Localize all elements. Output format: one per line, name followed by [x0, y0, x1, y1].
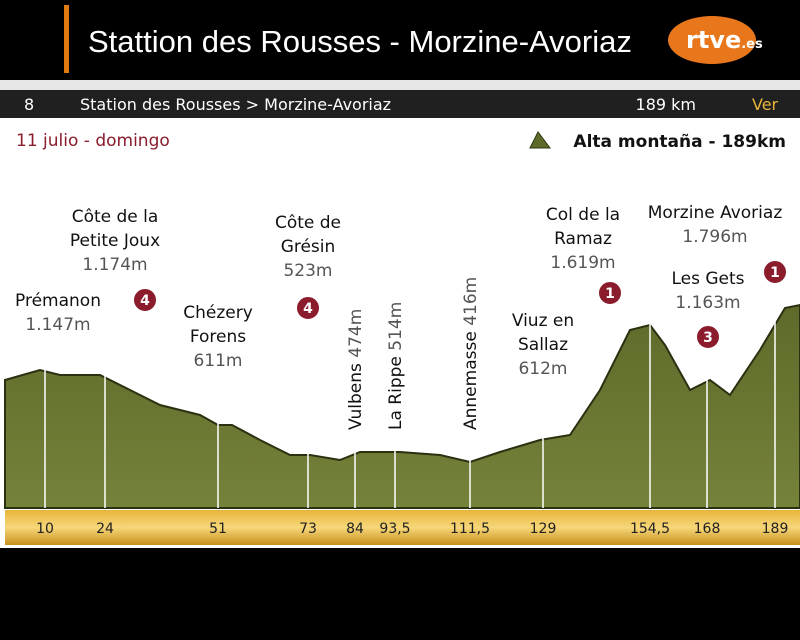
point-label: Annemasse 416m	[461, 277, 481, 430]
point-name: Les Gets	[671, 269, 744, 289]
point-label: Vulbens 474m	[346, 309, 366, 430]
point-altitude: 514m	[386, 302, 406, 351]
km-label: 93,5	[379, 521, 410, 537]
route: Station des Rousses > Morzine-Avoriaz	[80, 95, 391, 114]
point-name: Forens	[190, 327, 246, 347]
logo-badge	[668, 16, 756, 64]
header-title: Stattion des Rousses - Morzine-Avoriaz	[88, 24, 632, 59]
km-label: 84	[346, 521, 364, 537]
km-label: 51	[209, 521, 227, 537]
points: Prémanon 1.147m 10 Côte de la Petite Joux 1.1…	[15, 203, 788, 537]
legend-icon	[529, 131, 551, 149]
point-name: Côte de la	[72, 207, 159, 227]
point-name: Grésin	[281, 237, 336, 257]
km-label: 24	[96, 521, 114, 537]
point-altitude: 612m	[518, 359, 567, 379]
point-name: Côte de	[275, 213, 341, 233]
km-band	[5, 510, 800, 545]
point-altitude: 1.619m	[550, 253, 615, 273]
point-name: La Rippe	[386, 356, 406, 430]
point-name: Prémanon	[15, 291, 101, 311]
point-name: Morzine Avoriaz	[648, 203, 783, 223]
point-altitude: 523m	[283, 261, 332, 281]
point-altitude: 1.163m	[675, 293, 740, 313]
leader-line	[105, 300, 126, 351]
point-name: Ramaz	[554, 229, 612, 249]
km-label: 154,5	[630, 521, 670, 537]
category-badge	[695, 324, 721, 350]
category-badge	[295, 295, 321, 321]
date: 11 julio - domingo	[16, 131, 170, 151]
category-badge	[132, 287, 158, 313]
distance: 189 km	[636, 95, 696, 114]
stage-number: 8	[24, 95, 34, 114]
category: 4	[303, 301, 313, 317]
point-altitude: 611m	[193, 351, 242, 371]
category-badge	[762, 259, 788, 285]
point-altitude: 474m	[346, 309, 366, 358]
category: 1	[770, 265, 780, 281]
point-altitude: 416m	[461, 277, 481, 326]
logo: rtve.es	[686, 26, 763, 54]
point-altitude: 1.796m	[682, 227, 747, 247]
point-name: Vulbens	[346, 363, 366, 430]
point-name: Annemasse	[461, 331, 481, 430]
info-bar	[0, 90, 800, 118]
strip	[0, 80, 800, 90]
point-name: Col de la	[546, 205, 620, 225]
point-name: Sallaz	[518, 335, 568, 355]
category: 4	[140, 293, 150, 309]
point-altitude: 1.174m	[82, 255, 147, 275]
point-name: Petite Joux	[70, 231, 160, 251]
point-name: Viuz en	[512, 311, 574, 331]
point-altitude: 1.147m	[25, 315, 90, 335]
category-badge	[597, 280, 623, 306]
ver-link[interactable]: Ver	[752, 95, 779, 114]
km-label: 10	[36, 521, 54, 537]
km-label: 129	[530, 521, 557, 537]
km-label: 111,5	[450, 521, 490, 537]
km-label: 73	[299, 521, 317, 537]
accent-bar	[64, 5, 69, 73]
km-label: 168	[694, 521, 721, 537]
legend: Alta montaña - 189km	[573, 132, 786, 152]
category: 1	[605, 286, 615, 302]
category: 3	[703, 330, 713, 346]
km-label: 189	[762, 521, 789, 537]
point-name: Chézery	[183, 303, 253, 323]
point-label: La Rippe 514m	[386, 302, 406, 430]
